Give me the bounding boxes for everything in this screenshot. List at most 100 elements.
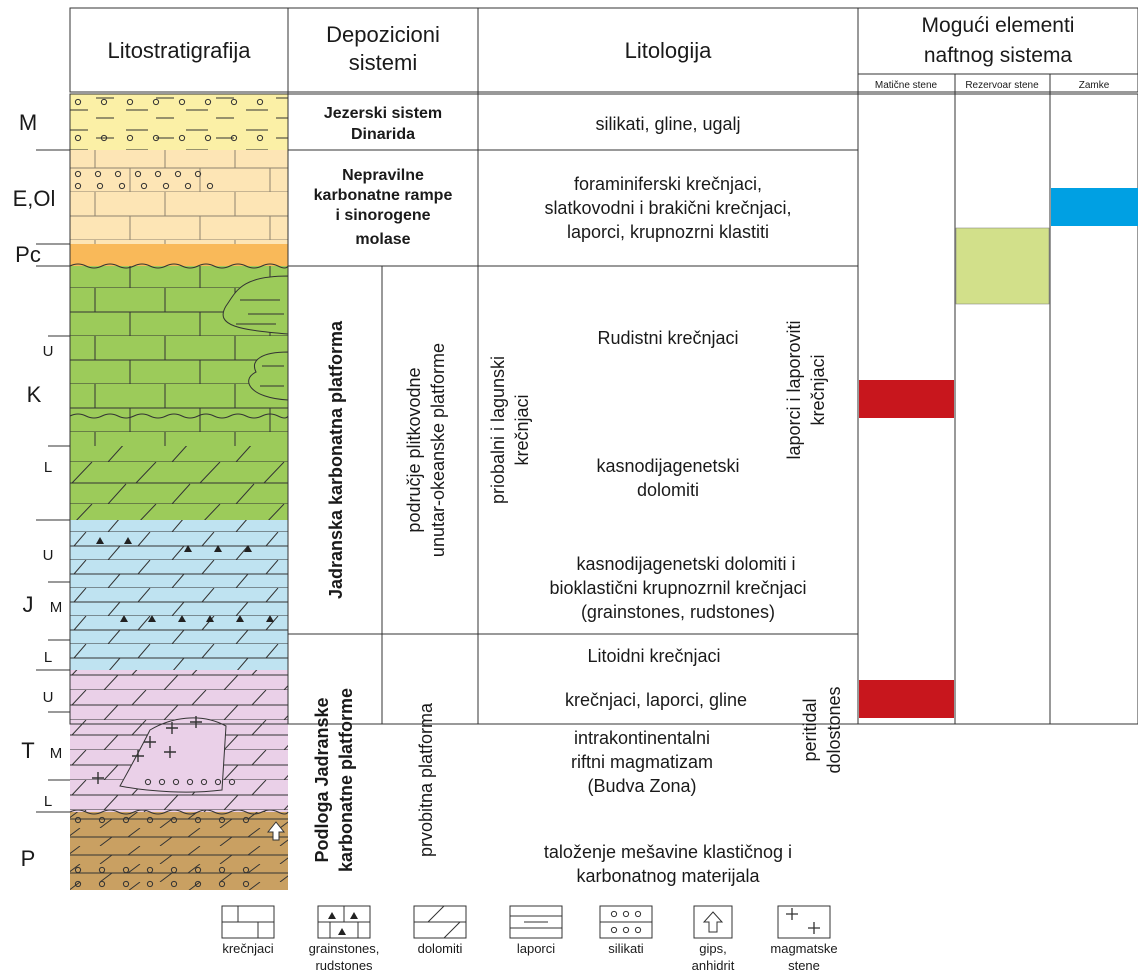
- conglomerate-dot: [94, 170, 102, 178]
- magmatic-cross: [166, 722, 178, 734]
- lithology-rift-line3: (Budva Zona): [587, 776, 696, 796]
- legend-label: laporci: [517, 941, 555, 956]
- marl-pattern-icon: [509, 905, 563, 939]
- legend-label: silikati: [608, 941, 644, 956]
- ramp-line2: karbonatne rampe: [314, 187, 453, 204]
- conglomerate-dot: [206, 182, 214, 190]
- primary-platform-label: prvobitna platforma: [416, 702, 436, 857]
- legend-item-limestone: krečnjaci: [221, 905, 275, 956]
- unconformity-line: [69, 263, 289, 269]
- conglomerate-dot: [114, 170, 122, 178]
- magmatic-cross-icon: [777, 905, 831, 939]
- conglomerate-dot: [194, 880, 202, 888]
- conglomerate-dot: [98, 816, 106, 824]
- source-rock-bar-cretaceous: [859, 380, 954, 418]
- marl-lens-lower: [248, 351, 289, 401]
- conglomerate-dot: [140, 182, 148, 190]
- conglomerate-dot: [218, 816, 226, 824]
- conglomerate-dot: [194, 816, 202, 824]
- shallow-platform-line1: područje plitkovodne: [404, 367, 424, 532]
- conglomerate-dot: [74, 866, 82, 874]
- period-label: E,Ol: [13, 186, 56, 211]
- legend-item-grainstones: grainstones, rudstones: [309, 905, 380, 973]
- conglomerate-dot: [228, 778, 236, 786]
- legend-label: anhidrit: [692, 958, 735, 973]
- conglomerate-dot: [100, 134, 108, 142]
- ramp-line3: i sinorogene: [335, 207, 430, 224]
- period-label: M: [50, 745, 63, 762]
- header-row: Litostratigrafija Depozicioni sistemi Li…: [69, 7, 1138, 724]
- conglomerate-dot: [186, 778, 194, 786]
- lake-system-line2: Dinarida: [351, 126, 415, 143]
- conglomerate-dot: [146, 880, 154, 888]
- lithology-late-dolomites-line2: dolomiti: [637, 480, 699, 500]
- legend-item-marls: laporci: [509, 905, 563, 956]
- lithology-jurassic-line2: bioklastični krupnozrnil krečnjaci: [549, 578, 806, 598]
- lithology-permian-line1: taloženje mešavine klastičnog i: [544, 842, 792, 862]
- magmatic-cross: [190, 716, 202, 728]
- grainstone-triangle: [206, 615, 214, 622]
- magmatic-cross: [92, 772, 104, 784]
- period-label: T: [21, 738, 34, 763]
- conglomerate-dot: [152, 98, 160, 106]
- period-label: L: [44, 793, 52, 810]
- conglomerate-dot: [204, 134, 212, 142]
- lithology-limestones-marls: krečnjaci, laporci, gline: [565, 690, 747, 710]
- conglomerate-dot: [74, 134, 82, 142]
- conglomerate-dot: [170, 866, 178, 874]
- conglomerate-dot: [194, 170, 202, 178]
- legend-label: grainstones,: [309, 941, 380, 956]
- grainstone-triangle: [178, 615, 186, 622]
- conglomerate-dot: [162, 182, 170, 190]
- header-depositional-line2: sistemi: [349, 50, 417, 75]
- header-lithology: Litologija: [625, 38, 713, 63]
- conglomerate-dot: [98, 880, 106, 888]
- conglomerate-dot: [118, 182, 126, 190]
- legend: krečnjaci grainstones, rudstones dolomit…: [221, 905, 838, 973]
- conglomerate-dot: [74, 170, 82, 178]
- legend-item-dolomites: dolomiti: [413, 905, 467, 956]
- conglomerate-dot: [172, 778, 180, 786]
- conglomerate-dot: [242, 816, 250, 824]
- conglomerate-dot: [144, 778, 152, 786]
- lithology-jurassic-line1: kasnodijagenetski dolomiti i: [576, 554, 795, 574]
- conglomerate-dot: [74, 182, 82, 190]
- conglomerate-dot: [174, 170, 182, 178]
- conglomerate-dot: [74, 880, 82, 888]
- lithology-coastal-line1: priobalni i lagunski: [488, 356, 508, 504]
- conglomerate-dot: [256, 134, 264, 142]
- basement-line1: Podloga Jadranske: [312, 697, 332, 862]
- period-label: L: [44, 649, 52, 666]
- lithology-marly-line2: krečnjaci: [808, 354, 828, 425]
- conglomerate-dot: [126, 134, 134, 142]
- adriatic-platform-label: Jadranska karbonatna platforma: [326, 320, 346, 599]
- conglomerate-dot: [230, 98, 238, 106]
- conglomerate-dot: [122, 880, 130, 888]
- grainstone-triangle: [148, 615, 156, 622]
- lithology-marly-line1: laporci i laporoviti: [784, 320, 804, 459]
- magmatic-body: [119, 717, 227, 793]
- lithology-coastal-line2: krečnjaci: [512, 394, 532, 465]
- conglomerate-dot: [74, 98, 82, 106]
- conglomerate-dot: [126, 98, 134, 106]
- petroleum-elements: [857, 93, 1138, 725]
- legend-item-silicates: silikati: [599, 905, 653, 956]
- lithology-permian-line2: karbonatnog materijala: [576, 866, 760, 886]
- period-label: M: [19, 110, 37, 135]
- period-label: U: [43, 547, 54, 564]
- conglomerate-dot: [178, 134, 186, 142]
- header-reservoir-rock: Rezervoar stene: [965, 80, 1039, 91]
- conglomerate-dot: [158, 778, 166, 786]
- lithology-eocene-line1: foraminiferski krečnjaci,: [574, 174, 762, 194]
- legend-item-magmatic: magmatske stene: [770, 905, 838, 973]
- period-label: M: [50, 599, 63, 616]
- lithology-miocene: silikati, gline, ugalj: [595, 114, 740, 134]
- period-label: Pc: [15, 242, 41, 267]
- grainstone-triangle: [214, 545, 222, 552]
- conglomerate-dot: [74, 816, 82, 824]
- conglomerate-dot: [122, 816, 130, 824]
- legend-label: rudstones: [315, 958, 373, 973]
- conglomerate-dot: [200, 778, 208, 786]
- legend-item-gypsum: gips, anhidrit: [692, 905, 735, 973]
